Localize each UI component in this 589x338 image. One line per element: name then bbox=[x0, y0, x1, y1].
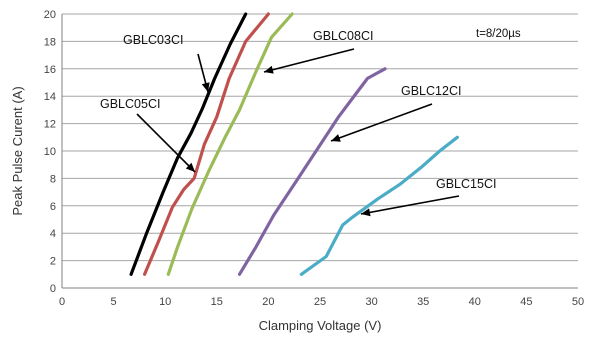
series-labels: GBLC03CI GBLC05CI GBLC08CI GBLC12CI GBLC15CI bbox=[100, 29, 496, 191]
pulse-waveform-note: t=8/20µs bbox=[476, 28, 521, 40]
arrowhead-gblc08ci bbox=[264, 65, 274, 74]
y-tick-10: 10 bbox=[44, 146, 56, 158]
label-arrows bbox=[136, 48, 460, 217]
y-tick-8: 8 bbox=[50, 173, 56, 185]
y-tick-4: 4 bbox=[50, 228, 56, 240]
series-label-gblc08ci: GBLC08CI bbox=[313, 29, 373, 43]
y-tick-0: 0 bbox=[50, 283, 56, 295]
series-line-gblc03ci bbox=[129, 12, 248, 276]
series-line-gblc05ci bbox=[143, 12, 270, 276]
series-line-gblc15ci bbox=[299, 135, 459, 276]
arrowhead-gblc12ci bbox=[331, 134, 341, 142]
arrowhead-gblc03ci bbox=[201, 82, 210, 92]
x-tick-50: 50 bbox=[572, 296, 584, 308]
arrowhead-gblc15ci bbox=[361, 208, 371, 217]
arrowhead-gblc05ci bbox=[185, 162, 195, 172]
tick-labels: 0 2 4 6 8 10 12 14 16 18 20 0 5 10 15 20 25 30 35 40 45 50 bbox=[44, 9, 584, 308]
series-label-gblc15ci: GBLC15CI bbox=[436, 177, 496, 191]
x-tick-0: 0 bbox=[59, 296, 65, 308]
series-line-gblc12ci bbox=[237, 67, 387, 276]
x-tick-10: 10 bbox=[159, 296, 171, 308]
y-tick-12: 12 bbox=[44, 119, 56, 131]
arrow-gblc15ci bbox=[360, 195, 460, 215]
y-tick-2: 2 bbox=[50, 256, 56, 268]
x-tick-35: 35 bbox=[417, 296, 429, 308]
x-tick-5: 5 bbox=[111, 296, 117, 308]
x-tick-40: 40 bbox=[469, 296, 481, 308]
x-tick-20: 20 bbox=[262, 296, 274, 308]
arrow-gblc05ci bbox=[136, 113, 196, 173]
series-label-gblc05ci: GBLC05CI bbox=[100, 97, 160, 111]
series-label-gblc12ci: GBLC12CI bbox=[401, 84, 461, 98]
series-lines bbox=[129, 12, 459, 276]
x-tick-30: 30 bbox=[365, 296, 377, 308]
x-tick-25: 25 bbox=[314, 296, 326, 308]
x-tick-15: 15 bbox=[211, 296, 223, 308]
x-tick-45: 45 bbox=[520, 296, 532, 308]
y-tick-6: 6 bbox=[50, 201, 56, 213]
series-label-gblc03ci: GBLC03CI bbox=[123, 33, 183, 47]
x-axis-label: Clamping Voltage (V) bbox=[259, 318, 382, 333]
y-tick-18: 18 bbox=[44, 36, 56, 48]
arrow-gblc12ci bbox=[330, 103, 433, 142]
arrow-gblc08ci bbox=[263, 48, 355, 73]
y-tick-14: 14 bbox=[44, 91, 56, 103]
y-tick-16: 16 bbox=[44, 64, 56, 76]
y-tick-20: 20 bbox=[44, 9, 56, 21]
y-axis-label: Peak Pulse Curent (A) bbox=[10, 86, 25, 215]
series-line-gblc08ci bbox=[166, 12, 294, 276]
